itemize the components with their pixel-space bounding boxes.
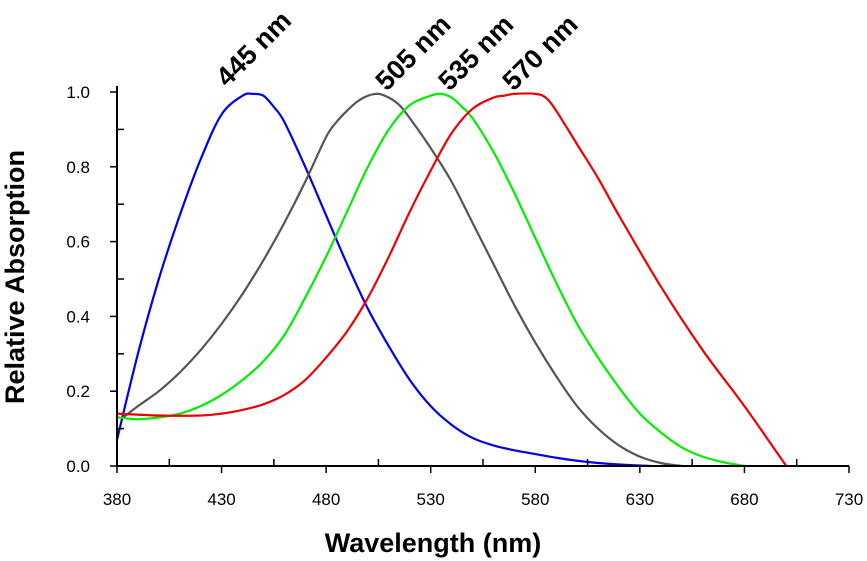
x-tick-label: 530	[417, 490, 445, 509]
x-tick-label: 430	[207, 490, 235, 509]
y-axis-title: Relative Absorption	[0, 150, 30, 404]
ticks-group: 380 430 480 530 580 630 680 730 0.0 0.2 0.4 0.6 0.8 1…	[66, 83, 863, 509]
curves-group	[115, 92, 788, 468]
x-tick-label: 730	[835, 490, 863, 509]
x-axis-title: Wavelength (nm)	[325, 528, 542, 558]
y-tick-label: 0.6	[66, 233, 90, 252]
peak-label: 445 nm	[210, 5, 297, 92]
series-line-445-nm	[115, 92, 652, 468]
y-tick-label: 0.2	[66, 382, 90, 401]
x-tick-label: 580	[521, 490, 549, 509]
x-tick-label: 480	[312, 490, 340, 509]
x-tick-label: 380	[103, 490, 131, 509]
x-tick-label: 630	[626, 490, 654, 509]
axes-group	[116, 86, 849, 467]
y-tick-label: 0.4	[66, 307, 90, 326]
y-tick-label: 0.8	[66, 158, 90, 177]
y-tick-label: 0.0	[66, 457, 90, 476]
series-line-535-nm	[115, 92, 746, 468]
y-tick-label: 1.0	[66, 83, 90, 102]
series-line-570-nm	[115, 92, 788, 468]
series-line-505-nm	[122, 92, 683, 468]
x-tick-label: 680	[730, 490, 758, 509]
